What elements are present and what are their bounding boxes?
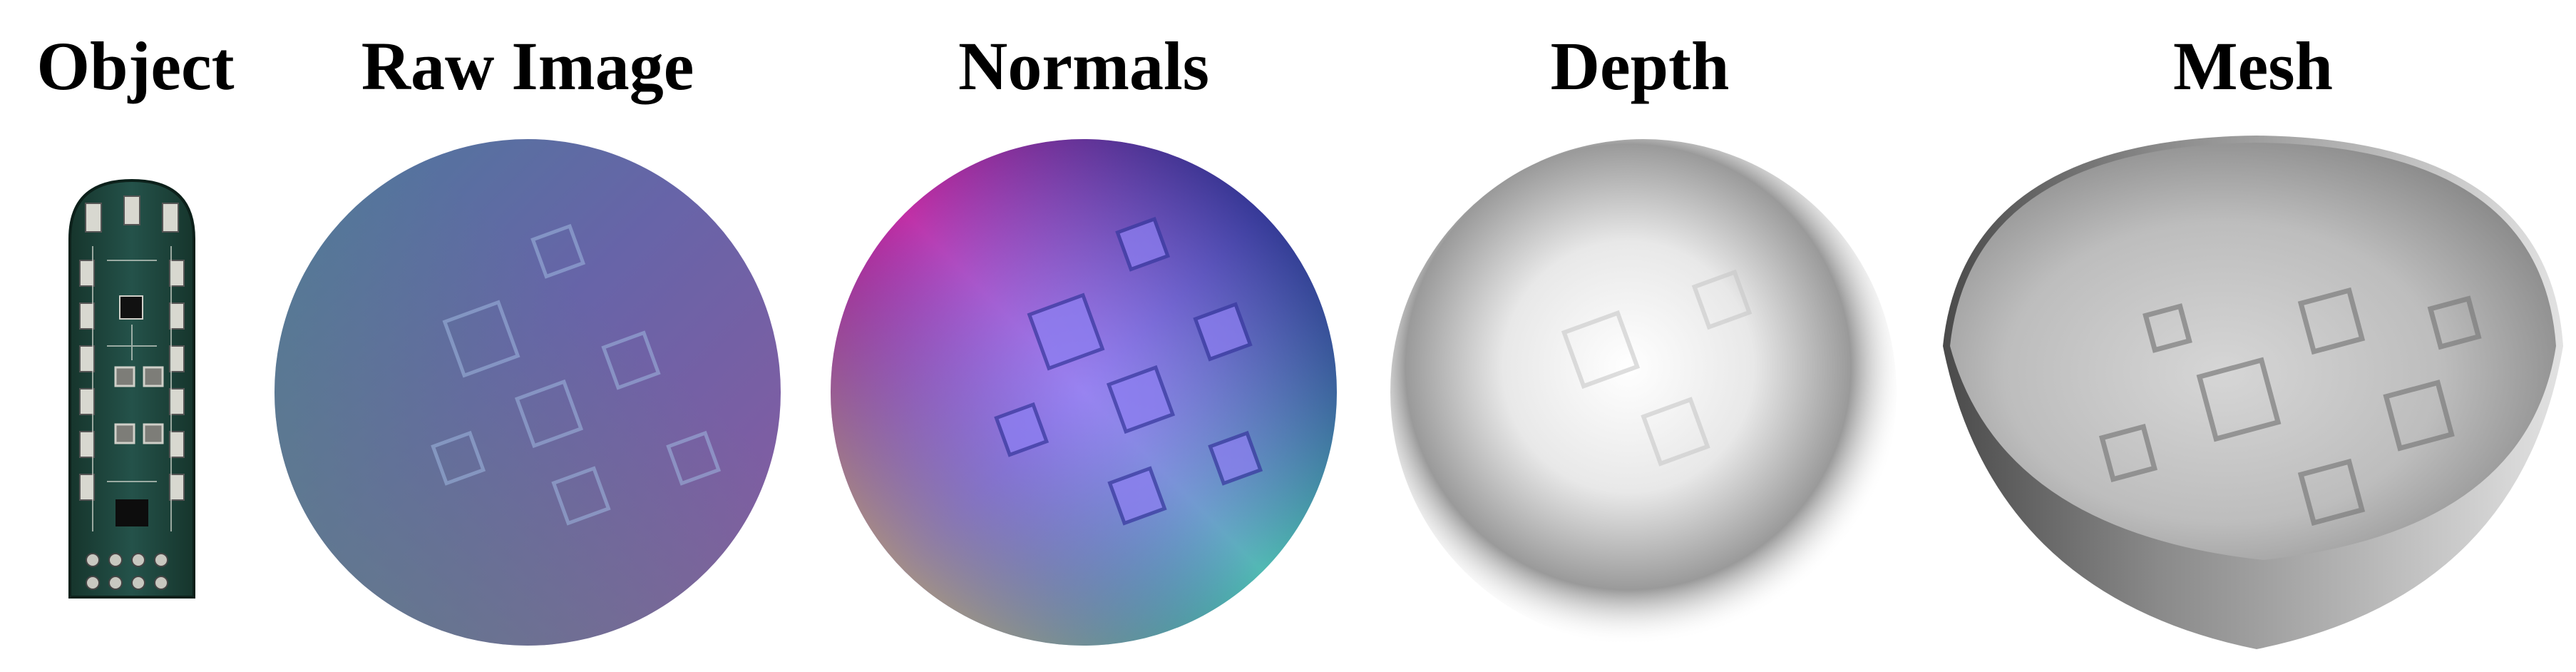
title-depth: Depth [1550,28,1730,104]
title-raw-image: Raw Image [361,28,694,104]
depth-map [1390,139,1897,646]
title-mesh: Mesh [2173,28,2333,104]
normals-circle [831,139,1337,646]
raw-image-panel [274,139,781,646]
normals-panel [831,139,1337,646]
mesh-bowl [1943,136,2563,649]
mesh-panel [1936,132,2570,653]
depth-panel [1387,136,1900,649]
object-panel [64,175,200,603]
title-normals: Normals [958,28,1209,104]
circuit-board-image [68,178,195,599]
title-object: Object [36,28,235,104]
raw-image-circle [274,139,781,646]
